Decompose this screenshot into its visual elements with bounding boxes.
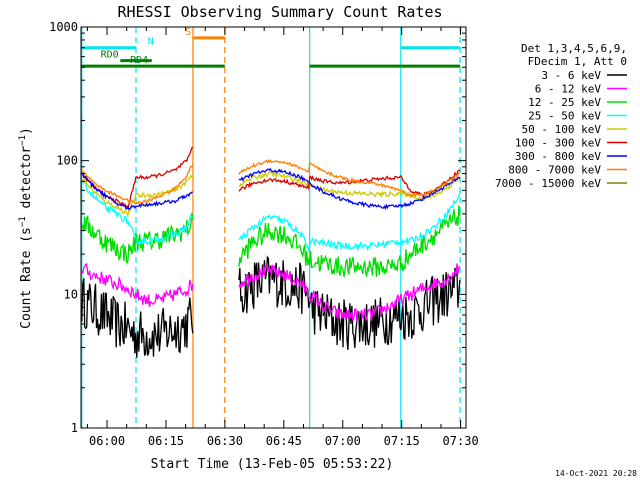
state-bar-label-s: S xyxy=(185,27,191,38)
series-layer xyxy=(81,146,461,358)
legend-label: 50 - 100 keV xyxy=(522,123,602,136)
footer-date: 14-Oct-2021 20:28 xyxy=(555,469,637,478)
marker-layer: N S RD0 RD4 xyxy=(81,27,461,428)
y-tick-label: 1 xyxy=(71,421,78,435)
y-axis-label-part-c: detector xyxy=(19,146,34,217)
y-tick-label: 1000 xyxy=(49,20,78,34)
state-bar-label-rd4: RD4 xyxy=(130,55,148,66)
series-line xyxy=(81,167,461,211)
x-tick-label: 06:30 xyxy=(207,434,243,448)
x-tick-label: 06:15 xyxy=(148,434,184,448)
y-tick-label: 10 xyxy=(64,287,78,301)
chart-title: RHESSI Observing Summary Count Rates xyxy=(117,3,442,21)
y-axis-label-part-d: −1 xyxy=(18,135,28,146)
state-bar-label-rd0: RD0 xyxy=(101,50,119,61)
legend-header-line-1: Det 1,3,4,5,6,9, xyxy=(521,42,627,55)
y-axis-label-part-e: ) xyxy=(19,127,34,135)
legend-label: 7000 - 15000 keV xyxy=(495,177,601,190)
x-tick-label: 06:00 xyxy=(89,434,125,448)
series-line xyxy=(81,262,461,322)
y-tick-label: 100 xyxy=(56,154,78,168)
legend-label: 12 - 25 keV xyxy=(528,96,601,109)
legend: Det 1,3,4,5,6,9, FDecim 1, Att 0 3 - 6 k… xyxy=(495,42,627,190)
y-axis-label-part-a: Count Rate (s xyxy=(19,227,34,329)
x-tick-label: 07:30 xyxy=(443,434,479,448)
legend-label: 25 - 50 keV xyxy=(528,110,601,123)
series-line xyxy=(81,205,461,278)
legend-label: 100 - 300 keV xyxy=(515,137,601,150)
legend-label: 3 - 6 keV xyxy=(541,69,601,82)
plot-area: N S RD0 RD4 xyxy=(81,27,461,428)
series-line xyxy=(81,179,461,252)
legend-header-line-2: FDecim 1, Att 0 xyxy=(528,55,627,68)
x-axis-label: Start Time (13-Feb-05 05:53:22) xyxy=(151,457,394,472)
axis-layer: 1 10 100 1000 06:00 06:15 06:30 06:45 07:00 07:15… xyxy=(49,20,479,448)
y-axis-label-part-b: −1 xyxy=(18,216,28,227)
x-tick-label: 07:00 xyxy=(325,434,361,448)
legend-label: 6 - 12 keV xyxy=(535,83,602,96)
plot-frame xyxy=(80,26,467,429)
state-bar-label-n: N xyxy=(148,37,154,48)
y-axis-label: Count Rate (s−1 detector−1) xyxy=(18,127,34,329)
series-line xyxy=(81,158,461,206)
legend-label: 300 - 800 keV xyxy=(515,150,601,163)
legend-label: 800 - 7000 keV xyxy=(508,164,601,177)
x-tick-label: 07:15 xyxy=(384,434,420,448)
x-tick-label: 06:45 xyxy=(266,434,302,448)
